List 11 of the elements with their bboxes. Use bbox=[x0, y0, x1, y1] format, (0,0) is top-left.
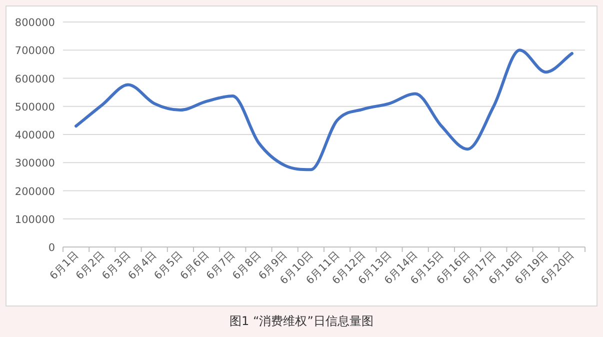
y-tick-label: 200000 bbox=[14, 186, 55, 198]
y-tick-label: 400000 bbox=[14, 130, 55, 142]
y-tick-label: 600000 bbox=[14, 73, 55, 86]
y-tick-label: 300000 bbox=[14, 158, 55, 170]
y-tick-label: 700000 bbox=[14, 45, 55, 58]
y-tick-label: 500000 bbox=[14, 101, 55, 114]
y-tick-label: 100000 bbox=[14, 214, 55, 226]
line-series bbox=[74, 48, 574, 172]
y-tick-label: 0 bbox=[48, 242, 55, 254]
caption: 图1 “消费维权”日信息量图 bbox=[230, 314, 374, 328]
y-tick-label: 800000 bbox=[14, 17, 55, 29]
